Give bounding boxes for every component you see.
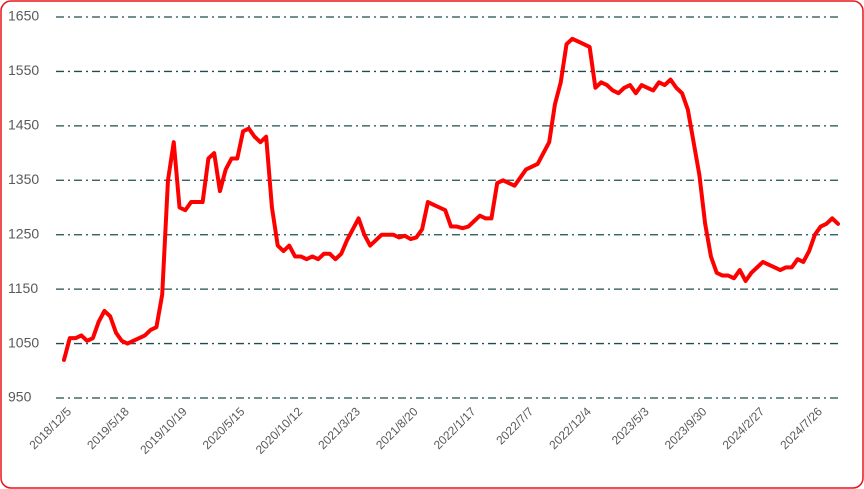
data-line (62, 36, 840, 362)
y-tick-label: 1050 (8, 334, 39, 350)
y-tick-label: 1550 (8, 62, 39, 78)
y-tick-label: 1150 (8, 280, 38, 296)
y-tick-label: 1350 (8, 171, 39, 187)
y-tick-label: 1450 (8, 117, 39, 133)
y-tick-label: 950 (8, 389, 32, 405)
y-tick-label: 1650 (8, 8, 39, 24)
y-tick-label: 1250 (8, 225, 39, 241)
